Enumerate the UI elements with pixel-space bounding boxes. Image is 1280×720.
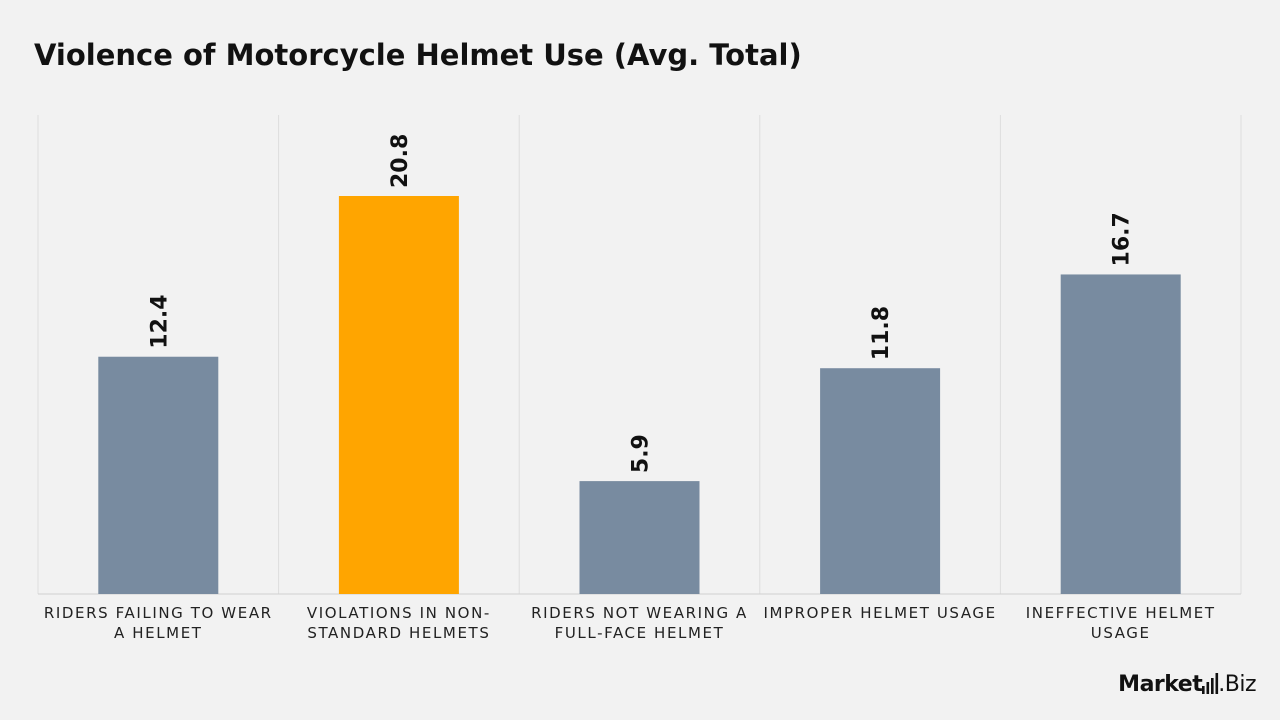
category-label-3: RIDERS NOT WEARING A FULL-FACE HELMET [531, 604, 748, 642]
category-label-4: IMPROPER HELMET USAGE [763, 604, 997, 622]
bar-2 [338, 196, 459, 594]
chart-title: Violence of Motorcycle Helmet Use (Avg. … [34, 38, 802, 72]
data-label-3: 5.9 [629, 434, 654, 473]
data-label-5: 16.7 [1110, 212, 1135, 266]
brand-logo: Market .Biz [1118, 670, 1256, 700]
category-label-2: VIOLATIONS IN NON-STANDARD HELMETS [306, 604, 491, 642]
brand-tld: .Biz [1218, 672, 1256, 697]
category-label-5: INEFFECTIVE HELMET USAGE [1025, 604, 1216, 642]
data-label-1: 12.4 [147, 294, 172, 348]
bar-5 [1060, 274, 1181, 594]
data-label-4: 11.8 [869, 306, 894, 360]
brand-name: Market [1118, 672, 1203, 697]
bar-chart-icon [1202, 673, 1219, 694]
category-label-1: RIDERS FAILING TO WEAR A HELMET [43, 604, 273, 642]
bar-3 [579, 481, 700, 594]
bar-4 [820, 368, 941, 594]
bar-1 [98, 356, 219, 594]
data-label-2: 20.8 [388, 134, 413, 188]
